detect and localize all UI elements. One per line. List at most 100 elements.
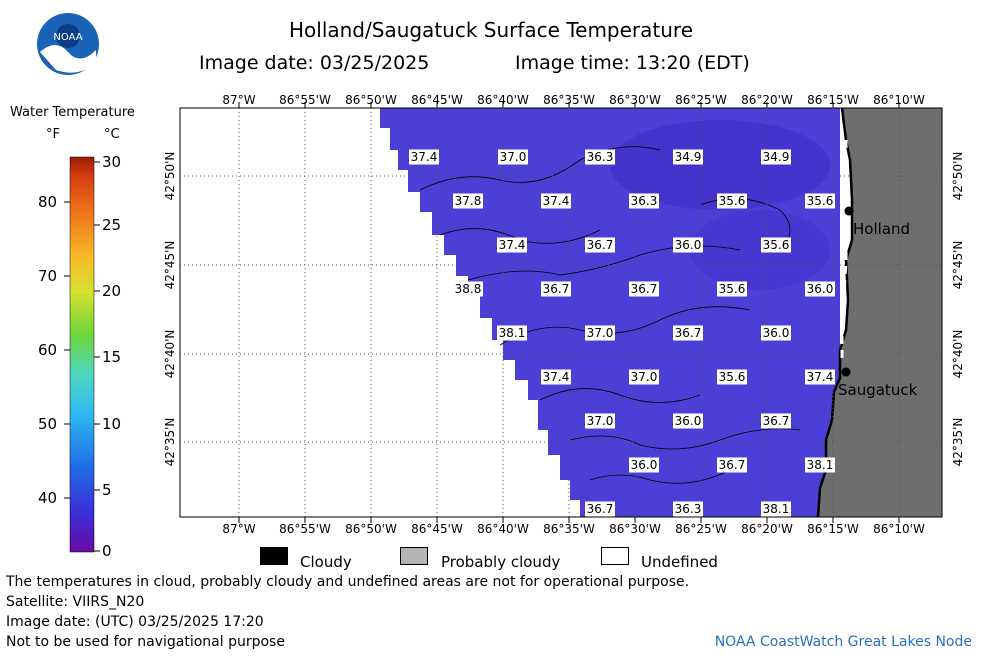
temperature-label: 37.4 [499, 238, 526, 252]
lon-label: 86°50'W [345, 93, 397, 107]
colorbar-unit-c: °C [104, 127, 120, 142]
lon-label: 86°15'W [807, 522, 859, 536]
temperature-label: 37.8 [455, 194, 482, 208]
temperature-label-bg [497, 237, 527, 253]
navigation-warning: Not to be used for navigational purpose [6, 634, 285, 650]
f-tick: 40 [38, 489, 57, 507]
lon-label: 86°55'W [279, 522, 331, 536]
temperature-label-bg [541, 193, 571, 209]
lat-label: 42°35'N [951, 418, 965, 467]
place-label-holland: Holland [853, 220, 910, 238]
temperature-label: 34.9 [675, 150, 702, 164]
temperature-label: 36.3 [675, 502, 702, 516]
temperature-label: 35.6 [719, 370, 746, 384]
saugatuck-marker [841, 367, 851, 377]
temperature-label-bg [761, 237, 791, 253]
logo-text: NOAA [53, 32, 82, 43]
temperature-label: 36.7 [543, 282, 570, 296]
temperature-label: 37.4 [807, 370, 834, 384]
cloudy-swatch [260, 547, 288, 565]
lon-label: 86°30'W [609, 93, 661, 107]
c-tick: 10 [102, 415, 121, 433]
temperature-label-bg [805, 369, 835, 385]
image-time: Image time: 13:20 (EDT) [515, 52, 750, 74]
temperature-label-bg [761, 413, 791, 429]
lon-label: 86°10'W [873, 93, 925, 107]
temperature-label-bg [717, 281, 747, 297]
lon-label: 87°W [222, 522, 255, 536]
place-label-saugatuck: Saugatuck [838, 381, 918, 399]
temperature-label-bg [541, 369, 571, 385]
lon-label: 86°35'W [543, 93, 595, 107]
temperature-label-bg [585, 325, 615, 341]
temperature-label-bg [498, 149, 528, 165]
temperature-label-bg [541, 281, 571, 297]
f-tick: 70 [38, 267, 57, 285]
utc-date: Image date: (UTC) 03/25/2025 17:20 [6, 614, 264, 630]
temperature-label-bg [761, 325, 791, 341]
temperature-label: 36.7 [587, 502, 614, 516]
lon-label: 86°15'W [807, 93, 859, 107]
c-tick: 0 [102, 542, 112, 560]
lon-label: 87°W [222, 93, 255, 107]
temperature-label: 35.6 [807, 194, 834, 208]
temperature-label: 38.8 [455, 282, 482, 296]
temperature-label: 37.4 [411, 150, 438, 164]
temperature-label: 35.6 [719, 194, 746, 208]
temperature-label: 35.6 [763, 238, 790, 252]
temperature-label-bg [585, 149, 615, 165]
legend-probably-cloudy-label: Probably cloudy [441, 553, 561, 571]
legend-cloudy-label: Cloudy [300, 553, 352, 571]
footer-note: The temperatures in cloud, probably clou… [6, 574, 690, 590]
c-tick: 5 [102, 481, 112, 499]
legend-undefined-label: Undefined [641, 553, 718, 571]
lon-label: 86°40'W [477, 522, 529, 536]
lon-label: 86°25'W [675, 93, 727, 107]
temperature-label: 36.7 [675, 326, 702, 340]
lat-label: 42°50'N [163, 152, 177, 201]
lon-label: 86°25'W [675, 522, 727, 536]
colorbar-unit-f: °F [46, 127, 60, 142]
lat-label: 42°45'N [163, 241, 177, 290]
c-tick: 20 [102, 282, 121, 300]
temperature-label: 37.0 [587, 326, 614, 340]
temperature-label: 38.1 [807, 458, 834, 472]
temperature-label: 36.0 [675, 238, 702, 252]
temperature-label: 34.9 [763, 150, 790, 164]
colorbar-ticks-f [64, 201, 70, 499]
temperature-label-bg [673, 237, 703, 253]
temperature-label-bg [673, 413, 703, 429]
lat-label: 42°40'N [951, 330, 965, 379]
temperature-label: 37.4 [543, 370, 570, 384]
temperature-label-bg [717, 193, 747, 209]
lake-water [380, 108, 840, 517]
temperature-label-bg [673, 501, 703, 517]
temperature-label-bg [629, 281, 659, 297]
lon-label: 86°55'W [279, 93, 331, 107]
c-tick: 30 [102, 153, 121, 171]
noaa-logo: NOAA [36, 12, 100, 76]
lon-label: 86°20'W [741, 522, 793, 536]
temperature-label-bg [805, 193, 835, 209]
lon-label: 86°30'W [609, 522, 661, 536]
c-tick: 15 [102, 348, 121, 366]
lat-label: 42°45'N [951, 241, 965, 290]
holland-marker [844, 206, 854, 216]
temperature-label-bg [497, 325, 527, 341]
colorbar-title: Water Temperature [10, 105, 135, 120]
temperature-label: 37.0 [587, 414, 614, 428]
colorbar: 80 70 60 50 40 30 25 20 15 10 5 0 [38, 153, 121, 560]
lon-label: 86°20'W [741, 93, 793, 107]
lon-label: 86°40'W [477, 93, 529, 107]
temperature-label: 36.0 [675, 414, 702, 428]
temperature-label: 36.0 [763, 326, 790, 340]
credit-text: NOAA CoastWatch Great Lakes Node [714, 634, 972, 650]
temperature-label-bg [585, 237, 615, 253]
temperature-label-bg [717, 457, 747, 473]
temperature-label-bg [673, 149, 703, 165]
temperature-label-bg [673, 325, 703, 341]
temperature-label: 36.7 [763, 414, 790, 428]
temperature-label-bg [585, 413, 615, 429]
probably-cloudy-swatch [400, 547, 428, 565]
temperature-label: 36.0 [807, 282, 834, 296]
